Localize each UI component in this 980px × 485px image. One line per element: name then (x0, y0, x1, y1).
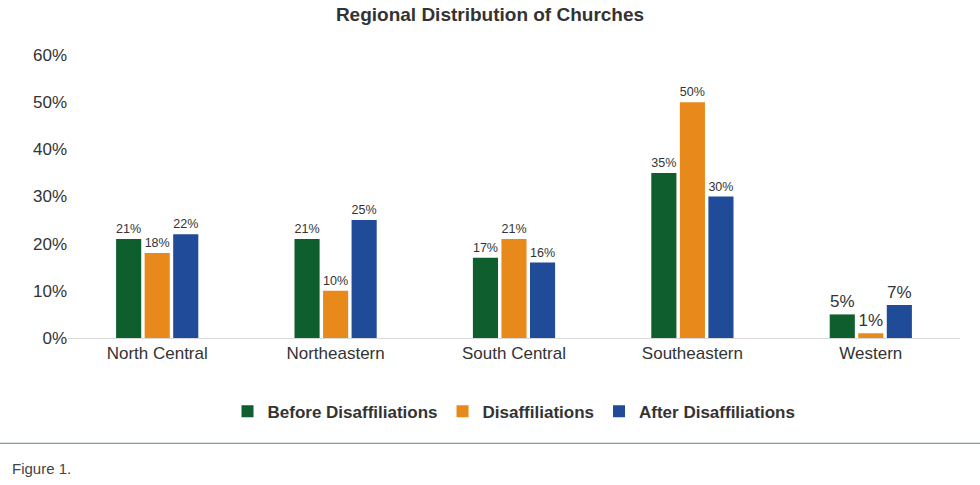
svg-text:40%: 40% (33, 140, 67, 159)
svg-text:35%: 35% (651, 156, 676, 170)
svg-text:North Central: North Central (107, 344, 208, 363)
svg-text:South Central: South Central (462, 344, 566, 363)
svg-text:After Disaffiliations: After Disaffiliations (639, 403, 795, 422)
svg-text:10%: 10% (33, 282, 67, 301)
svg-text:1%: 1% (859, 311, 884, 330)
svg-text:21%: 21% (116, 222, 141, 236)
svg-text:Southeastern: Southeastern (642, 344, 743, 363)
svg-text:50%: 50% (680, 85, 705, 99)
svg-text:21%: 21% (501, 222, 526, 236)
svg-text:10%: 10% (323, 274, 348, 288)
svg-text:21%: 21% (295, 222, 320, 236)
svg-text:16%: 16% (530, 246, 555, 260)
svg-text:0%: 0% (42, 329, 67, 348)
svg-text:60%: 60% (33, 46, 67, 65)
svg-text:5%: 5% (830, 292, 855, 311)
svg-text:7%: 7% (887, 283, 912, 302)
svg-text:Regional Distribution of Churc: Regional Distribution of Churches (336, 4, 644, 25)
svg-text:30%: 30% (33, 187, 67, 206)
svg-text:22%: 22% (173, 217, 198, 231)
svg-text:Western: Western (839, 344, 902, 363)
svg-text:30%: 30% (708, 180, 733, 194)
svg-text:Disaffiliations: Disaffiliations (483, 403, 594, 422)
svg-text:18%: 18% (145, 236, 170, 250)
svg-text:17%: 17% (473, 241, 498, 255)
svg-text:25%: 25% (352, 203, 377, 217)
svg-text:Northeastern: Northeastern (286, 344, 384, 363)
svg-text:20%: 20% (33, 235, 67, 254)
svg-text:50%: 50% (33, 93, 67, 112)
svg-text:Before Disaffiliations: Before Disaffiliations (268, 403, 438, 422)
svg-text:Figure 1.: Figure 1. (12, 460, 71, 477)
